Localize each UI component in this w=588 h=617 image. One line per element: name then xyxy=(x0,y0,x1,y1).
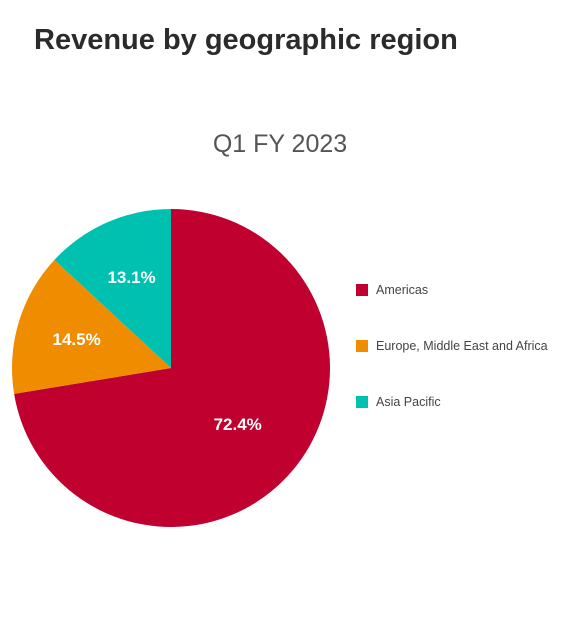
page-title: Revenue by geographic region xyxy=(34,24,458,56)
slice-data-label: 72.4% xyxy=(214,415,262,434)
legend-swatch xyxy=(356,284,368,296)
pie-slice-2 xyxy=(12,259,171,394)
legend-swatch xyxy=(356,340,368,352)
legend-label: Americas xyxy=(376,283,429,297)
chart-title: Q1 FY 2023 xyxy=(212,130,348,158)
chart-legend: Americas Europe, Middle East and Africa As… xyxy=(356,281,548,449)
legend-swatch xyxy=(356,396,368,408)
pie-slice-3 xyxy=(54,209,171,368)
legend-item: Americas xyxy=(356,281,548,299)
pie-slice-1 xyxy=(14,209,330,527)
slice-data-label: 14.5% xyxy=(52,330,100,349)
legend-item: Asia Pacific xyxy=(356,393,548,411)
legend-label: Asia Pacific xyxy=(376,395,441,409)
legend-label: Europe, Middle East and Africa xyxy=(376,339,548,353)
legend-item: Europe, Middle East and Africa xyxy=(356,337,548,355)
slice-data-label: 13.1% xyxy=(107,268,155,287)
